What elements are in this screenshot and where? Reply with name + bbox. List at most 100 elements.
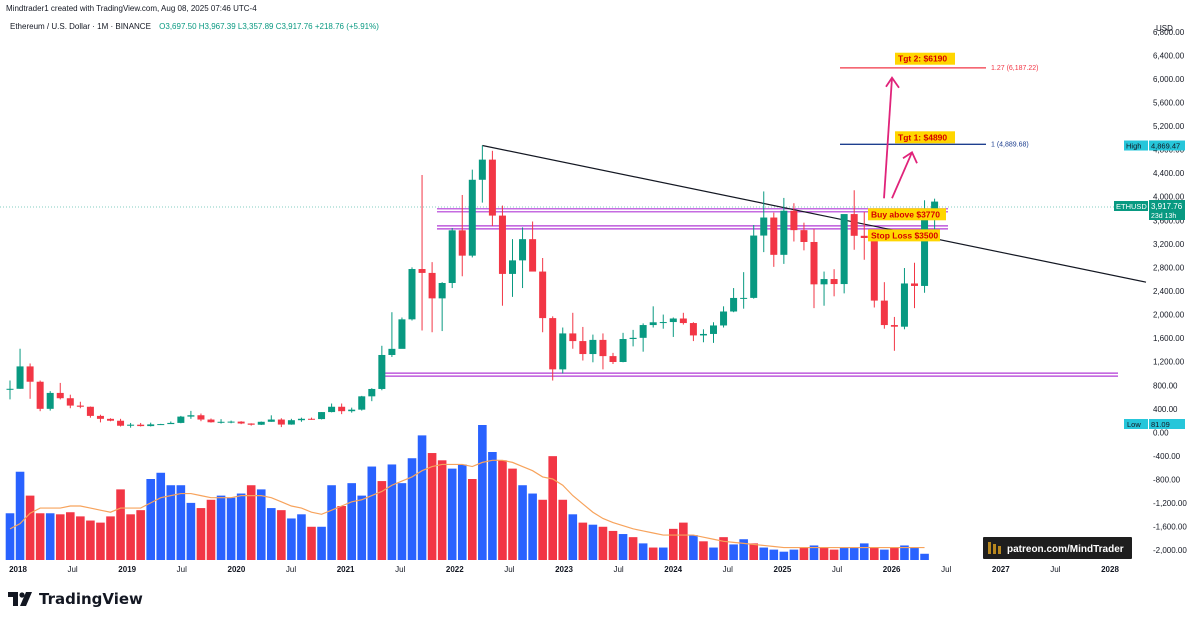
candle-body <box>498 215 506 274</box>
volume-bar <box>658 547 668 560</box>
candle-body <box>318 412 326 420</box>
candle-body <box>328 406 336 413</box>
time-tick-label: 2028 <box>1101 565 1119 574</box>
price-tick-label: -400.00 <box>1153 452 1181 461</box>
candle-body <box>428 272 436 299</box>
volume-bar <box>116 489 125 560</box>
candle-body <box>36 381 44 409</box>
volume-bar <box>407 458 417 560</box>
candle-body <box>197 415 205 420</box>
candle-body <box>890 325 898 327</box>
last-price-tag-bg <box>1149 200 1185 220</box>
candle-body <box>448 230 456 283</box>
volume-bar <box>819 547 829 560</box>
last-price-tag: 3,917.76 <box>1151 202 1183 211</box>
candle-body <box>137 424 145 427</box>
candle-body <box>157 424 165 426</box>
symbol-line: Ethereum / U.S. Dollar · 1M · BINANCE O3… <box>10 22 379 31</box>
time-tick-label: Jul <box>613 565 623 574</box>
volume-bar <box>839 547 849 560</box>
candle-body <box>900 283 908 327</box>
candle-body <box>127 424 135 426</box>
price-unit-label: USD <box>1156 24 1173 33</box>
candle-body <box>689 323 697 336</box>
candle-body <box>86 406 94 416</box>
candle-body <box>488 159 496 216</box>
price-tick-label: -1,200.00 <box>1153 499 1187 508</box>
candle-body <box>66 398 74 406</box>
tradingview-logo-icon <box>8 592 32 606</box>
candle-body <box>257 421 265 425</box>
volume-bar <box>518 485 527 560</box>
price-tick-label: -1,600.00 <box>1153 523 1187 532</box>
tradingview-wordmark: TradingView <box>39 590 143 608</box>
candle-body <box>96 415 104 419</box>
price-tick-label: 6,000.00 <box>1153 75 1185 84</box>
time-tick-label: 2025 <box>774 565 792 574</box>
candle-body <box>880 300 888 326</box>
volume-bar <box>880 549 889 560</box>
volume-bar <box>799 547 809 560</box>
volume-bar <box>55 514 65 560</box>
price-tick-label: 1,200.00 <box>1153 358 1185 367</box>
candle-body <box>579 341 587 355</box>
fib-level-label: 1.27 (6,187.22) <box>991 65 1038 72</box>
price-tick-label: 2,400.00 <box>1153 287 1185 296</box>
time-tick-label: Jul <box>504 565 514 574</box>
target-2-label: Tgt 2: $6190 <box>898 54 947 64</box>
candle-body <box>348 409 356 412</box>
candle-body <box>539 271 547 319</box>
tradingview-logo[interactable]: TradingView <box>8 590 143 608</box>
candle-body <box>16 366 24 389</box>
volume-bar <box>35 513 45 560</box>
high-value-bg <box>1149 140 1185 151</box>
volume-bar <box>608 530 618 560</box>
time-tick-label: 2027 <box>992 565 1010 574</box>
candle-body <box>740 297 748 299</box>
time-tick-label: 2023 <box>555 565 573 574</box>
candle-body <box>388 348 396 355</box>
candle-body <box>790 210 798 231</box>
volume-bar <box>789 549 799 560</box>
volume-bar <box>397 483 407 560</box>
candle-body <box>549 318 557 370</box>
candle-body <box>559 333 567 370</box>
candle-body <box>840 214 848 285</box>
candle-body <box>247 423 255 425</box>
candle-body <box>478 159 486 180</box>
candle-body <box>277 419 285 425</box>
low-tag-label: Low <box>1127 420 1141 429</box>
candle-body <box>629 337 637 340</box>
volume-bar <box>689 535 698 560</box>
candle-body <box>338 406 346 412</box>
price-tick-label: 4,400.00 <box>1153 169 1185 178</box>
candle-body <box>46 392 54 409</box>
candle-body <box>147 424 155 427</box>
candle-body <box>76 405 84 407</box>
volume-bar <box>568 514 578 560</box>
candle-body <box>207 419 215 423</box>
time-tick-label: Jul <box>723 565 733 574</box>
candle-body <box>458 230 466 256</box>
volume-bar <box>709 547 718 560</box>
volume-bar <box>226 497 236 560</box>
candle-body <box>398 319 406 349</box>
target-2-arrowhead <box>885 76 900 89</box>
watermark-icon <box>993 544 996 554</box>
volume-bar <box>528 493 537 560</box>
volume-bar <box>468 479 477 560</box>
volume-bar <box>779 551 789 560</box>
price-tick-label: 0.00 <box>1153 428 1169 437</box>
volume-bar <box>759 547 769 560</box>
price-tick-label: 4,000.00 <box>1153 193 1185 202</box>
price-tick-label: 1,600.00 <box>1153 334 1185 343</box>
volume-bar <box>246 485 256 560</box>
candle-body <box>378 354 386 389</box>
volume-bar <box>739 539 748 560</box>
volume-bar <box>478 425 487 560</box>
volume-bar <box>66 512 75 560</box>
candle-body <box>56 392 64 399</box>
candle-body <box>810 241 818 285</box>
